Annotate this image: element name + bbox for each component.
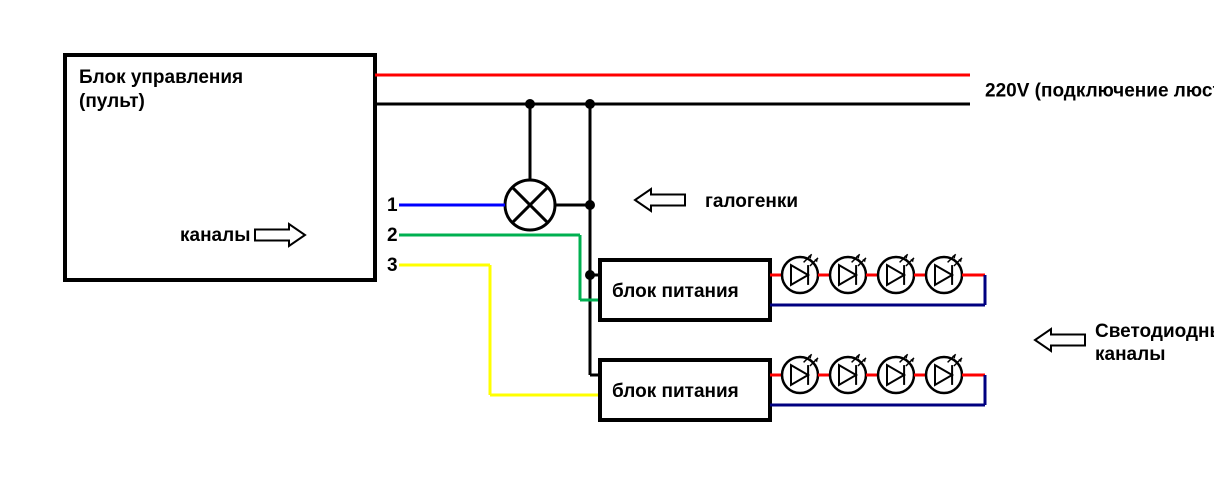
led-diode-icon bbox=[830, 254, 866, 293]
psu-label-1: блок питания bbox=[612, 281, 739, 302]
led-diode-icon bbox=[878, 354, 914, 393]
channel-num-1: 1 bbox=[387, 195, 398, 216]
psu-label-2: блок питания bbox=[612, 381, 739, 402]
led-diode-icon bbox=[926, 354, 962, 393]
led-channels-label2: каналы bbox=[1095, 344, 1165, 365]
led-diode-icon bbox=[830, 354, 866, 393]
control-block bbox=[65, 55, 375, 280]
led-arrow-icon bbox=[1035, 329, 1085, 351]
led-diode-icon bbox=[926, 254, 962, 293]
junction-dot bbox=[585, 99, 595, 109]
channels-arrow-icon bbox=[255, 224, 305, 246]
channel-num-2: 2 bbox=[387, 225, 398, 246]
junction-dot bbox=[525, 99, 535, 109]
led-diode-icon bbox=[782, 254, 818, 293]
control-block-title1: Блок управления bbox=[79, 67, 243, 88]
led-diode-icon bbox=[878, 254, 914, 293]
halogen-arrow-icon bbox=[635, 189, 685, 211]
mains-label: 220V (подключение люстры) bbox=[985, 81, 1214, 102]
halogen-label: галогенки bbox=[705, 191, 798, 212]
channels-label: каналы bbox=[180, 225, 250, 246]
led-channels-label1: Светодиодные bbox=[1095, 321, 1214, 342]
channel-num-3: 3 bbox=[387, 255, 398, 276]
control-block-title2: (пульт) bbox=[79, 91, 145, 112]
led-diode-icon bbox=[782, 354, 818, 393]
